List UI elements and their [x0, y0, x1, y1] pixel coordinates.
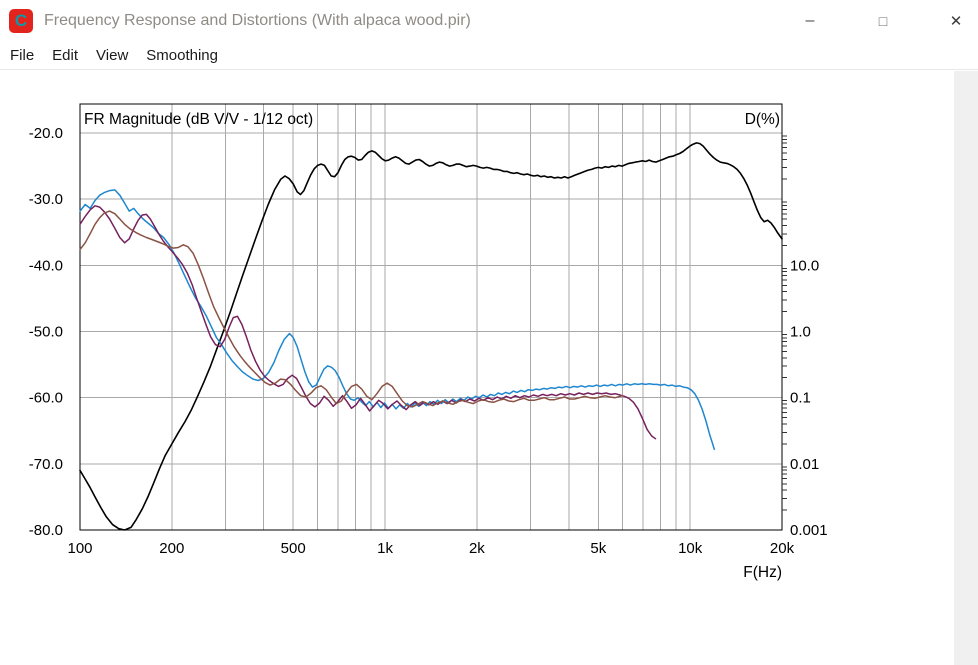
x-tick-label: 100	[67, 540, 92, 557]
right-tick-label: 0.1	[790, 390, 811, 407]
right-axis-title: D(%)	[745, 111, 780, 128]
y-tick-label: -30.0	[29, 191, 63, 208]
curves	[79, 142, 783, 531]
y-tick-label: -20.0	[29, 125, 63, 142]
window-edge-strip	[954, 71, 978, 665]
menu-edit[interactable]: Edit	[52, 47, 79, 64]
close-button[interactable]: ✕	[949, 13, 963, 30]
app-icon: C	[9, 9, 33, 33]
x-tick-label: 500	[281, 540, 306, 557]
x-tick-label: 5k	[590, 540, 606, 557]
fr-magnitude-black-curve	[79, 142, 783, 531]
minimize-button[interactable]: –	[805, 12, 815, 29]
y-tick-label: -60.0	[29, 390, 63, 407]
right-tick-label: 0.001	[790, 522, 828, 539]
x-tick-label: 200	[159, 540, 184, 557]
title-bar: C Frequency Response and Distortions (Wi…	[0, 0, 978, 42]
x-tick-label: 20k	[770, 540, 795, 557]
y-tick-label: -70.0	[29, 456, 63, 473]
gridlines	[79, 103, 783, 531]
window-title: Frequency Response and Distortions (With…	[44, 12, 471, 29]
maximize-button[interactable]: □	[878, 13, 888, 29]
right-tick-label: 10.0	[790, 257, 819, 274]
y-tick-label: -80.0	[29, 522, 63, 539]
menu-file[interactable]: File	[10, 47, 35, 64]
menu-view[interactable]: View	[96, 47, 129, 64]
x-tick-label: 2k	[469, 540, 485, 557]
distortion-blue-curve	[79, 189, 716, 451]
y-tick-label: -50.0	[29, 324, 63, 341]
window-controls: – □ ✕	[800, 0, 966, 42]
right-axis-minor-ticks	[782, 135, 787, 511]
x-axis-title: F(Hz)	[743, 564, 782, 581]
x-tick-label: 1k	[377, 540, 393, 557]
chart-title: FR Magnitude (dB V/V - 1/12 oct)	[84, 111, 313, 128]
menu-bar: File Edit View Smoothing	[0, 42, 978, 70]
x-tick-label: 10k	[678, 540, 703, 557]
distortion-maroon-curve	[79, 205, 657, 440]
menu-smoothing[interactable]: Smoothing	[146, 47, 218, 64]
right-tick-label: 0.01	[790, 456, 819, 473]
chart-area: -20.0 -30.0 -40.0 -50.0 -60.0 -70.0 -80.0 100 20…	[0, 71, 978, 665]
distortion-brown-curve	[79, 210, 624, 408]
right-tick-label: 1.0	[790, 324, 811, 341]
y-tick-label: -40.0	[29, 257, 63, 274]
